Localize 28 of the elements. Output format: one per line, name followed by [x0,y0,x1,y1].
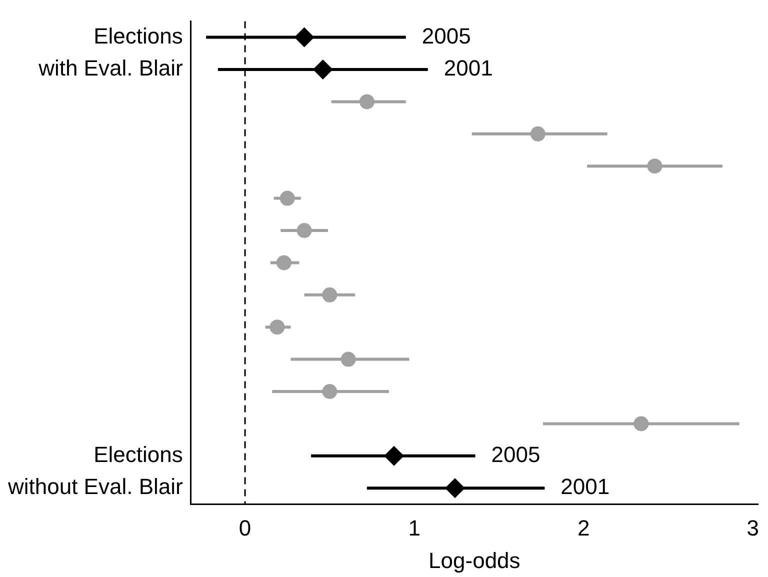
point [294,27,314,48]
x-tick-label: 2 [578,515,590,540]
x-tick-label: 1 [408,515,420,540]
point [270,320,285,335]
y-tick-label: with Eval. Blair [38,56,183,81]
x-axis-title: Log-odds [428,548,520,573]
text: 2005 [491,442,540,467]
point [322,287,338,302]
point [384,446,404,466]
point [280,190,295,206]
x-tick-label: 3 [746,515,760,540]
x-tick-label: 0 [238,515,252,540]
point [530,126,546,142]
text: 2001 [444,56,493,81]
point [444,478,465,498]
point [276,255,292,270]
point [312,60,333,80]
y-tick-label: Elections [94,23,183,48]
point [647,158,662,174]
point [340,352,356,367]
y-tick-label: without Eval. Blair [6,474,183,500]
text: 2001 [560,474,610,500]
point [634,416,649,432]
point [322,384,338,399]
point [359,94,374,110]
point [296,223,312,238]
y-tick-label: Elections [94,442,183,467]
text: 2005 [422,23,471,48]
